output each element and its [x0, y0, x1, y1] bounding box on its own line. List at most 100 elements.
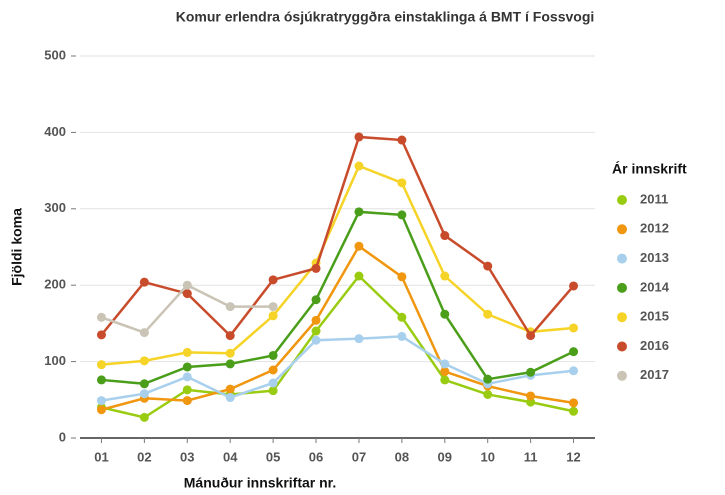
data-point — [397, 210, 407, 220]
x-tick-label: 03 — [180, 449, 194, 464]
data-point — [182, 396, 192, 406]
y-axis-label: Fjöldi koma — [9, 208, 25, 286]
data-point — [354, 271, 364, 281]
data-point — [96, 312, 106, 322]
series-line — [101, 274, 574, 419]
data-point — [96, 330, 106, 340]
data-point — [440, 367, 450, 377]
data-point — [440, 231, 450, 241]
x-tick-label: 02 — [137, 449, 151, 464]
legend-marker — [617, 341, 627, 352]
data-point — [526, 391, 536, 401]
legend-title: Ár innskrift — [612, 161, 687, 177]
data-point — [569, 366, 579, 376]
data-point — [354, 161, 364, 171]
legend-marker — [617, 370, 627, 381]
x-tick-label: 04 — [223, 449, 238, 464]
legend-label: 2015 — [640, 309, 669, 324]
data-point — [268, 311, 278, 321]
legend-label: 2017 — [640, 367, 669, 382]
y-tick-label: 200 — [44, 277, 66, 292]
data-point — [397, 331, 407, 341]
x-tick-label: 10 — [480, 449, 494, 464]
legend-marker — [617, 195, 627, 205]
x-tick-label: 11 — [524, 449, 538, 464]
x-axis-label: Mánuður innskriftar nr. — [184, 475, 336, 491]
data-point — [96, 396, 106, 406]
series-line — [100, 135, 575, 338]
data-point — [182, 289, 192, 299]
y-tick-label: 400 — [44, 124, 66, 139]
data-point — [268, 350, 278, 360]
y-tick-label: 0 — [59, 429, 66, 444]
x-tick-label: 08 — [395, 449, 409, 464]
data-point — [182, 385, 192, 395]
data-point — [268, 302, 278, 312]
x-tick-label: 07 — [352, 449, 366, 464]
data-point — [268, 365, 278, 375]
legend-label: 2013 — [640, 250, 669, 265]
data-point — [526, 331, 536, 341]
data-point — [483, 309, 493, 319]
x-tick-label: 12 — [566, 449, 580, 464]
data-point — [569, 323, 579, 333]
data-point — [182, 280, 192, 290]
data-point — [311, 263, 321, 273]
data-point — [569, 281, 579, 291]
data-point — [397, 178, 407, 188]
series-line — [101, 210, 575, 386]
data-point — [268, 275, 278, 285]
x-tick-label: 09 — [438, 449, 452, 464]
data-point — [354, 132, 364, 142]
data-point — [225, 384, 235, 394]
legend-label: 2014 — [640, 279, 670, 294]
data-point — [354, 241, 364, 251]
data-point — [139, 379, 149, 389]
data-point — [225, 302, 235, 312]
data-point — [569, 398, 579, 408]
data-point — [139, 389, 149, 399]
data-point — [397, 312, 407, 322]
data-point — [397, 135, 407, 145]
data-point — [311, 335, 321, 345]
data-point — [311, 295, 321, 305]
data-point — [440, 309, 450, 319]
data-point — [440, 359, 450, 369]
data-point — [440, 271, 450, 281]
data-point — [139, 277, 149, 287]
data-point — [397, 272, 407, 282]
data-point — [526, 367, 536, 377]
data-point — [225, 393, 235, 403]
series-line — [101, 164, 574, 366]
legend-marker — [617, 282, 627, 293]
data-point — [354, 207, 364, 217]
series-line — [101, 335, 574, 402]
data-point — [483, 389, 493, 399]
data-point — [354, 334, 364, 344]
data-point — [225, 359, 235, 369]
data-point — [225, 348, 235, 358]
y-tick-label: 300 — [44, 200, 66, 215]
data-point — [96, 405, 106, 415]
x-tick-label: 05 — [266, 449, 280, 464]
data-point — [182, 372, 192, 382]
x-tick-label: 06 — [309, 449, 323, 464]
data-point — [96, 375, 106, 385]
legend-label: 2011 — [640, 191, 668, 206]
legend-label: 2016 — [640, 338, 669, 353]
data-point — [182, 362, 192, 372]
data-point — [139, 356, 149, 366]
chart-title: Komur erlendra ósjúkratryggðra einstakli… — [176, 9, 595, 25]
data-point — [225, 331, 235, 341]
legend-label: 2012 — [640, 221, 669, 236]
legend-marker — [617, 224, 627, 235]
data-point — [483, 374, 493, 384]
data-point — [139, 412, 149, 422]
series-line — [101, 244, 574, 411]
y-tick-label: 100 — [44, 353, 66, 368]
data-point — [569, 406, 579, 416]
data-point — [483, 261, 493, 271]
data-point — [96, 360, 106, 370]
data-point — [182, 347, 192, 357]
